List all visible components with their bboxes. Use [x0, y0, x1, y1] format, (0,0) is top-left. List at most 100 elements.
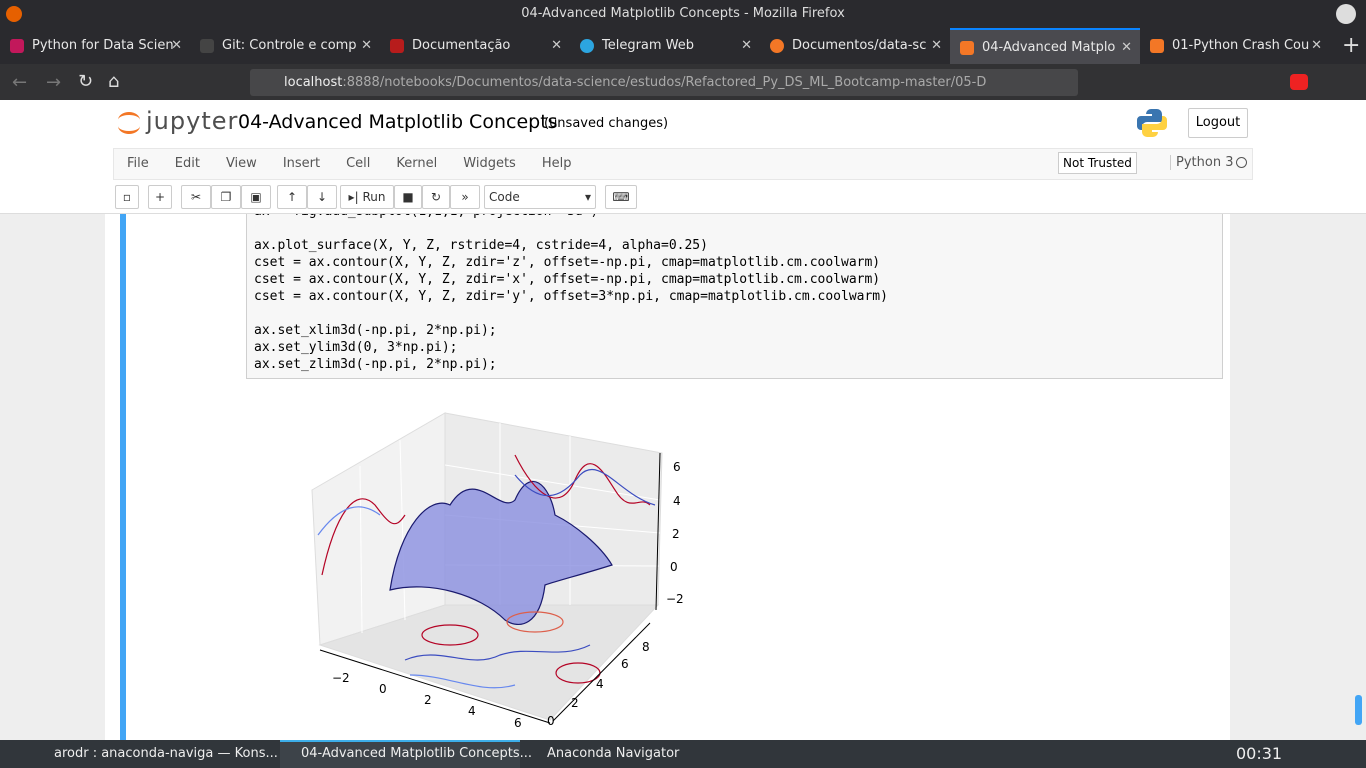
z-tick-label: 4 [673, 494, 681, 508]
taskbar: arodr : anaconda-naviga — Kons... 04-Adv… [0, 740, 1366, 768]
scrollbar-thumb[interactable] [1355, 695, 1362, 725]
keyboard-button[interactable]: ⌨ [605, 185, 637, 209]
tab-label: Documentos/data-sc [792, 38, 927, 53]
tab-bar: Python for Data Scien ✕ Git: Controle e c… [0, 28, 1366, 64]
menu-item[interactable]: Help [541, 156, 572, 171]
tab-label: Telegram Web [602, 38, 695, 53]
copy-button[interactable]: ❐ [211, 185, 241, 209]
surface [389, 480, 613, 625]
menu-item[interactable]: Edit [174, 156, 200, 171]
tab-label: Documentação [412, 38, 511, 53]
code-line: ax.set_ylim3d(0, 3*np.pi); [254, 340, 458, 355]
back-button[interactable]: ← [12, 72, 28, 93]
tab-active[interactable]: 04-Advanced Matplo ✕ [950, 28, 1140, 64]
python-logo [1137, 109, 1167, 137]
cut-button[interactable]: ✂ [181, 185, 211, 209]
tab[interactable]: Telegram Web ✕ [570, 28, 760, 64]
tab-label: 04-Advanced Matplo [982, 40, 1116, 55]
extension-icon[interactable] [1290, 74, 1308, 90]
tab[interactable]: 01-Python Crash Cou ✕ [1140, 28, 1330, 64]
reload-button[interactable]: ↻ [78, 71, 94, 92]
code-line: ax.set_zlim3d(-np.pi, 2*np.pi); [254, 357, 497, 372]
code-line: ax = fig.add_subplot(1,1,1, projection='… [254, 214, 888, 220]
y-tick-label: 0 [547, 714, 555, 728]
stop-button[interactable]: ■ [394, 185, 422, 209]
tab[interactable]: Python for Data Scien ✕ [0, 28, 190, 64]
run-button[interactable]: ▸| Run [340, 185, 394, 209]
restart-run-button[interactable]: » [450, 185, 480, 209]
z-tick-labels: 6 4 2 0 −2 [666, 460, 684, 606]
paste-button[interactable]: ▣ [241, 185, 271, 209]
menu-item[interactable]: View [225, 156, 257, 171]
code-line: cset = ax.contour(X, Y, Z, zdir='x', off… [254, 272, 881, 287]
url-bar[interactable]: localhost:8888/notebooks/Documentos/data… [250, 69, 1078, 96]
menu-item[interactable]: Insert [282, 156, 321, 171]
close-window[interactable] [1336, 4, 1356, 24]
z-axis [655, 452, 661, 611]
z-tick-label: 6 [673, 460, 681, 474]
insert-cell-button[interactable]: + [148, 185, 172, 209]
taskbar-item-active[interactable] [280, 740, 520, 768]
toolbar: ▫ + ✂ ❐ ▣ ↑ ↓ ▸| Run ■ ↻ » Code ▾ ⌨ [113, 180, 1253, 214]
window-title: 04-Advanced Matplotlib Concepts - Mozill… [0, 0, 1366, 28]
home-button[interactable]: ⌂ [108, 71, 120, 92]
save-button[interactable]: ▫ [115, 185, 139, 209]
taskbar-item[interactable]: 04-Advanced Matplotlib Concepts... [301, 746, 533, 761]
restart-button[interactable]: ↻ [422, 185, 450, 209]
tab[interactable]: Git: Controle e comp ✕ [190, 28, 380, 64]
x-tick-label: 2 [424, 693, 432, 707]
move-up-button[interactable]: ↑ [277, 185, 307, 209]
figure-3d: 6 4 2 0 −2 0 2 4 6 8 −2 0 2 4 6 [311, 412, 684, 730]
x-tick-label: 0 [379, 682, 387, 696]
trust-indicator[interactable]: Not Trusted [1058, 152, 1137, 174]
code-line: cset = ax.contour(X, Y, Z, zdir='z', off… [254, 255, 881, 270]
save-status: (unsaved changes) [544, 116, 669, 131]
cell-selected-bar [120, 214, 126, 740]
contours [317, 454, 656, 689]
tab[interactable]: Documentos/data-sc ✕ [760, 28, 950, 64]
cell-type: Code [489, 190, 520, 204]
kernel-name: Python 3 [1170, 155, 1233, 170]
tab[interactable]: Documentação ✕ [380, 28, 570, 64]
x-tick-label: −2 [332, 671, 350, 685]
new-tab[interactable]: + [1342, 33, 1361, 58]
code: ax = fig.add_subplot(1,1,1, projection='… [254, 214, 888, 373]
y-tick-label: 4 [596, 677, 604, 691]
menu-item[interactable]: Kernel [396, 156, 438, 171]
code-line: ax.plot_surface(X, Y, Z, rstride=4, cstr… [254, 238, 708, 253]
menu-item[interactable]: Cell [346, 156, 371, 171]
url-path: :8888/notebooks/Documentos/data-science/… [342, 75, 987, 90]
run-label: Run [362, 190, 386, 204]
notebook-title[interactable]: 04-Advanced Matplotlib Concepts [238, 111, 558, 133]
y-tick-labels: 0 2 4 6 8 [547, 640, 650, 728]
url-host: localhost [284, 75, 343, 90]
z-tick-label: 0 [670, 560, 678, 574]
y-tick-label: 6 [621, 657, 629, 671]
firefox-icon [6, 6, 22, 22]
tab-label: 01-Python Crash Cou [1172, 38, 1310, 53]
code-line: ax.set_xlim3d(-np.pi, 2*np.pi); [254, 323, 497, 338]
taskbar-item[interactable]: arodr : anaconda-naviga — Kons... [54, 746, 278, 761]
z-tick-label: 2 [672, 527, 680, 541]
menu-item[interactable]: Widgets [463, 156, 516, 171]
y-tick-label: 8 [642, 640, 650, 654]
jupyter-logo-icon [118, 112, 140, 134]
y-axis [552, 622, 651, 722]
x-tick-label: 6 [514, 716, 522, 730]
taskbar-item[interactable]: Anaconda Navigator [547, 746, 680, 761]
forward-button[interactable]: → [46, 72, 62, 93]
clock: 00:31 [1236, 744, 1283, 763]
tab-label: Git: Controle e comp [222, 38, 357, 53]
code-line: cset = ax.contour(X, Y, Z, zdir='y', off… [254, 289, 888, 304]
pane-floor [318, 604, 660, 721]
move-down-button[interactable]: ↓ [307, 185, 337, 209]
cell-type-select[interactable]: Code ▾ [484, 185, 596, 209]
logout-button[interactable]: Logout [1188, 108, 1248, 138]
x-tick-label: 4 [468, 704, 476, 718]
jupyter-logo[interactable]: jupyter [146, 107, 239, 135]
menu-item[interactable]: File [127, 156, 149, 171]
code-cell[interactable]: ax = fig.add_subplot(1,1,1, projection='… [246, 214, 1223, 379]
y-tick-label: 2 [571, 696, 579, 710]
